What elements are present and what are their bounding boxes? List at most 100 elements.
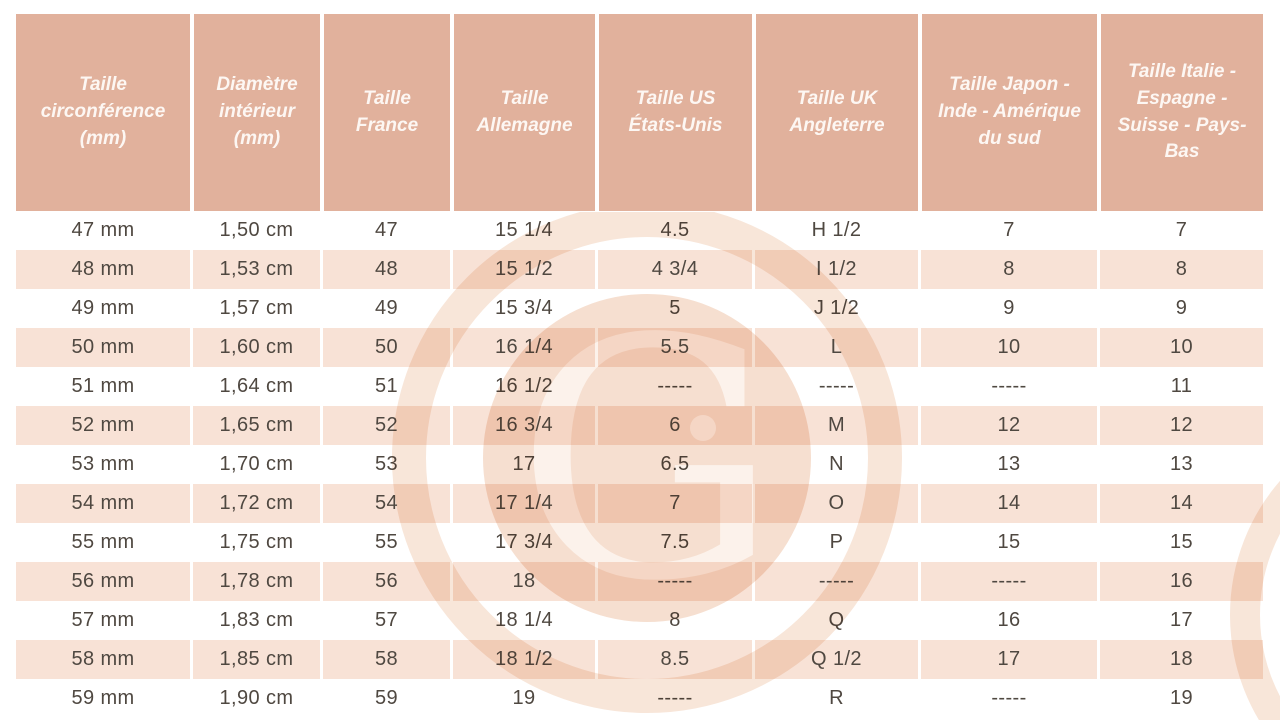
cell-size-japan: 8 xyxy=(918,250,1097,289)
table-row: 51 mm 1,64 cm 51 16 1/2 ----- ----- ----… xyxy=(16,367,1263,406)
cell-size-france: 57 xyxy=(320,601,450,640)
cell-size-uk: Q xyxy=(752,601,918,640)
cell-inner-diameter: 1,75 cm xyxy=(190,523,320,562)
cell-inner-diameter: 1,64 cm xyxy=(190,367,320,406)
cell-size-us: 8 xyxy=(595,601,752,640)
cell-size-italy: 15 xyxy=(1097,523,1263,562)
cell-size-france: 56 xyxy=(320,562,450,601)
cell-inner-diameter: 1,70 cm xyxy=(190,445,320,484)
cell-size-italy: 18 xyxy=(1097,640,1263,679)
cell-size-us: ----- xyxy=(595,367,752,406)
cell-size-japan: 7 xyxy=(918,211,1097,250)
cell-size-uk: H 1/2 xyxy=(752,211,918,250)
cell-size-italy: 13 xyxy=(1097,445,1263,484)
table-row: 59 mm 1,90 cm 59 19 ----- R ----- 19 xyxy=(16,679,1263,718)
cell-circumference: 48 mm xyxy=(16,250,190,289)
cell-size-japan: ----- xyxy=(918,679,1097,718)
table-row: 57 mm 1,83 cm 57 18 1/4 8 Q 16 17 xyxy=(16,601,1263,640)
table-row: 48 mm 1,53 cm 48 15 1/2 4 3/4 I 1/2 8 8 xyxy=(16,250,1263,289)
cell-size-uk: L xyxy=(752,328,918,367)
cell-size-us: 7 xyxy=(595,484,752,523)
header-size-italy-spain: Taille Italie - Espagne - Suisse - Pays-… xyxy=(1097,14,1263,211)
table-row: 49 mm 1,57 cm 49 15 3/4 5 J 1/2 9 9 xyxy=(16,289,1263,328)
cell-size-italy: 7 xyxy=(1097,211,1263,250)
cell-size-france: 54 xyxy=(320,484,450,523)
cell-size-germany: 16 1/2 xyxy=(450,367,595,406)
cell-inner-diameter: 1,90 cm xyxy=(190,679,320,718)
cell-size-japan: 9 xyxy=(918,289,1097,328)
cell-inner-diameter: 1,83 cm xyxy=(190,601,320,640)
cell-size-japan: 16 xyxy=(918,601,1097,640)
table-row: 50 mm 1,60 cm 50 16 1/4 5.5 L 10 10 xyxy=(16,328,1263,367)
cell-size-germany: 16 3/4 xyxy=(450,406,595,445)
cell-size-italy: 9 xyxy=(1097,289,1263,328)
cell-size-us: 4.5 xyxy=(595,211,752,250)
cell-size-italy: 8 xyxy=(1097,250,1263,289)
cell-circumference: 50 mm xyxy=(16,328,190,367)
cell-size-us: 4 3/4 xyxy=(595,250,752,289)
cell-size-germany: 15 1/4 xyxy=(450,211,595,250)
cell-size-uk: P xyxy=(752,523,918,562)
cell-circumference: 56 mm xyxy=(16,562,190,601)
cell-inner-diameter: 1,72 cm xyxy=(190,484,320,523)
cell-size-uk: ----- xyxy=(752,562,918,601)
cell-size-germany: 18 xyxy=(450,562,595,601)
cell-circumference: 49 mm xyxy=(16,289,190,328)
table-header-row: Taille circonférence (mm) Diamètre intér… xyxy=(16,14,1263,211)
header-size-germany: Taille Allemagne xyxy=(450,14,595,211)
cell-size-italy: 12 xyxy=(1097,406,1263,445)
cell-inner-diameter: 1,65 cm xyxy=(190,406,320,445)
cell-circumference: 47 mm xyxy=(16,211,190,250)
cell-circumference: 59 mm xyxy=(16,679,190,718)
cell-size-japan: 12 xyxy=(918,406,1097,445)
cell-size-japan: 14 xyxy=(918,484,1097,523)
cell-size-germany: 18 1/4 xyxy=(450,601,595,640)
cell-inner-diameter: 1,85 cm xyxy=(190,640,320,679)
cell-circumference: 57 mm xyxy=(16,601,190,640)
cell-size-italy: 19 xyxy=(1097,679,1263,718)
cell-circumference: 58 mm xyxy=(16,640,190,679)
cell-size-france: 55 xyxy=(320,523,450,562)
header-circumference-mm: Taille circonférence (mm) xyxy=(16,14,190,211)
cell-size-italy: 16 xyxy=(1097,562,1263,601)
cell-size-us: ----- xyxy=(595,679,752,718)
header-inner-diameter-mm: Diamètre intérieur (mm) xyxy=(190,14,320,211)
table-body: 47 mm 1,50 cm 47 15 1/4 4.5 H 1/2 7 7 48… xyxy=(16,211,1263,718)
cell-size-france: 49 xyxy=(320,289,450,328)
cell-size-uk: R xyxy=(752,679,918,718)
cell-size-us: 5.5 xyxy=(595,328,752,367)
cell-size-us: 7.5 xyxy=(595,523,752,562)
cell-inner-diameter: 1,53 cm xyxy=(190,250,320,289)
table-row: 55 mm 1,75 cm 55 17 3/4 7.5 P 15 15 xyxy=(16,523,1263,562)
cell-size-france: 51 xyxy=(320,367,450,406)
cell-size-italy: 10 xyxy=(1097,328,1263,367)
table-row: 56 mm 1,78 cm 56 18 ----- ----- ----- 16 xyxy=(16,562,1263,601)
cell-size-france: 53 xyxy=(320,445,450,484)
cell-size-uk: Q 1/2 xyxy=(752,640,918,679)
cell-circumference: 51 mm xyxy=(16,367,190,406)
cell-size-us: 6.5 xyxy=(595,445,752,484)
cell-inner-diameter: 1,50 cm xyxy=(190,211,320,250)
cell-size-japan: 15 xyxy=(918,523,1097,562)
cell-size-france: 47 xyxy=(320,211,450,250)
header-size-france: Taille France xyxy=(320,14,450,211)
cell-size-germany: 16 1/4 xyxy=(450,328,595,367)
header-size-japan-india: Taille Japon - Inde - Amérique du sud xyxy=(918,14,1097,211)
cell-size-us: ----- xyxy=(595,562,752,601)
cell-circumference: 53 mm xyxy=(16,445,190,484)
cell-size-us: 6 xyxy=(595,406,752,445)
cell-size-uk: N xyxy=(752,445,918,484)
cell-size-uk: O xyxy=(752,484,918,523)
cell-size-germany: 17 xyxy=(450,445,595,484)
cell-inner-diameter: 1,78 cm xyxy=(190,562,320,601)
cell-size-uk: ----- xyxy=(752,367,918,406)
cell-size-italy: 14 xyxy=(1097,484,1263,523)
cell-circumference: 54 mm xyxy=(16,484,190,523)
cell-size-japan: 13 xyxy=(918,445,1097,484)
cell-circumference: 55 mm xyxy=(16,523,190,562)
cell-size-germany: 15 3/4 xyxy=(450,289,595,328)
cell-size-germany: 15 1/2 xyxy=(450,250,595,289)
cell-size-italy: 11 xyxy=(1097,367,1263,406)
cell-size-france: 48 xyxy=(320,250,450,289)
